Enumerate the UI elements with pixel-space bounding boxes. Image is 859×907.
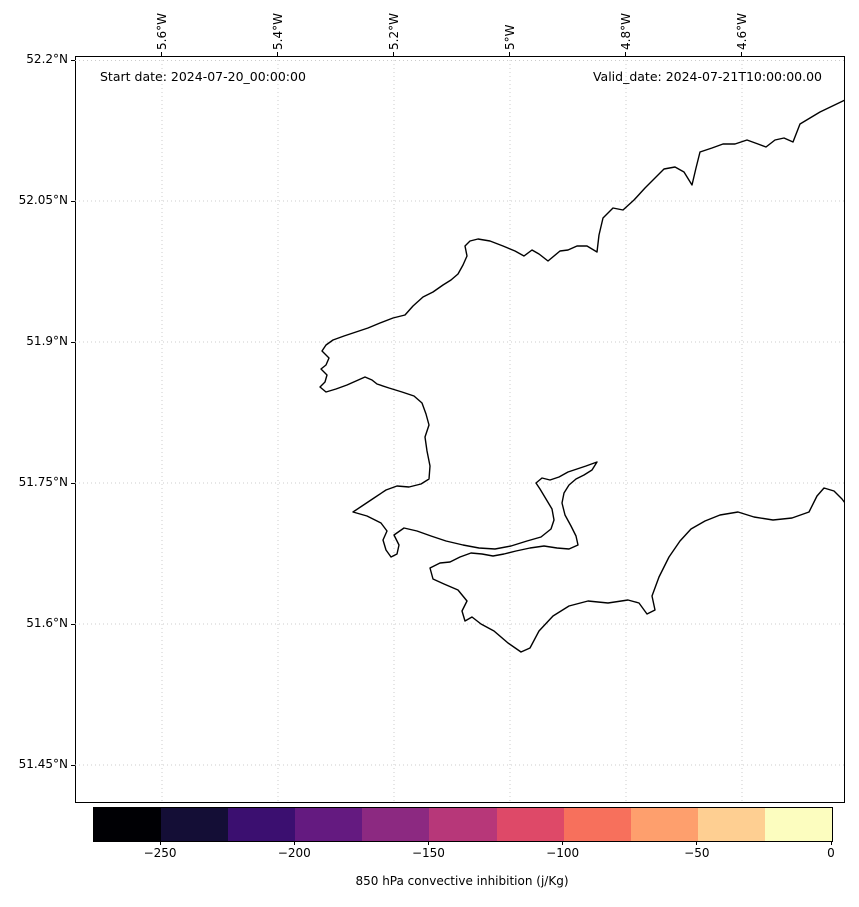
y-tick-mark [71, 764, 75, 766]
y-tick-label: 51.75°N [18, 475, 68, 490]
colorbar-tick-label: −250 [143, 846, 177, 860]
colorbar-segment [496, 808, 564, 841]
y-tick-mark [71, 482, 75, 484]
x-tick-mark [509, 52, 511, 56]
colorbar-tick-label: −100 [546, 846, 580, 860]
colorbar-segment [161, 808, 229, 841]
x-tick-mark [161, 52, 163, 56]
colorbar-segment [94, 808, 162, 841]
y-tick-label: 52.05°N [18, 193, 68, 208]
colorbar-segment [697, 808, 765, 841]
colorbar-label: 850 hPa convective inhibition (j/Kg) [355, 874, 569, 888]
colorbar-tick-mark [562, 841, 564, 845]
y-tick-mark [71, 200, 75, 202]
colorbar-segment [295, 808, 363, 841]
x-tick-mark [625, 52, 627, 56]
start-date-annotation: Start date: 2024-07-20_00:00:00 [100, 69, 306, 84]
colorbar-segment [563, 808, 631, 841]
y-tick-mark [71, 623, 75, 625]
x-tick-label: 5°W [502, 24, 517, 51]
colorbar-segment [228, 808, 296, 841]
colorbar-tick-mark [427, 841, 429, 845]
colorbar-segment [764, 808, 833, 841]
colorbar-segment [362, 808, 430, 841]
x-tick-label: 4.6°W [734, 13, 749, 50]
colorbar-tick-label: 0 [827, 846, 835, 860]
x-tick-mark [741, 52, 743, 56]
colorbar-tick-mark [159, 841, 161, 845]
y-tick-mark [71, 59, 75, 61]
y-tick-label: 51.9°N [26, 334, 68, 349]
x-tick-label: 5.4°W [270, 13, 285, 50]
colorbar-tick-label: −150 [411, 846, 445, 860]
colorbar-tick-mark [293, 841, 295, 845]
colorbar-tick-label: −50 [684, 846, 710, 860]
colorbar-segment [630, 808, 698, 841]
colorbar [93, 807, 833, 842]
y-tick-mark [71, 341, 75, 343]
x-tick-label: 4.8°W [618, 13, 633, 50]
y-tick-label: 52.2°N [26, 52, 68, 67]
y-tick-label: 51.6°N [26, 616, 68, 631]
x-tick-label: 5.6°W [154, 13, 169, 50]
colorbar-tick-mark [696, 841, 698, 845]
x-tick-mark [277, 52, 279, 56]
colorbar-segment [429, 808, 497, 841]
colorbar-tick-label: −200 [277, 846, 311, 860]
y-tick-label: 51.45°N [18, 757, 68, 772]
valid-date-annotation: Valid_date: 2024-07-21T10:00:00.00 [592, 69, 822, 84]
x-tick-mark [393, 52, 395, 56]
colorbar-tick-mark [830, 841, 832, 845]
map-plot-area [75, 56, 845, 803]
x-tick-label: 5.2°W [386, 13, 401, 50]
